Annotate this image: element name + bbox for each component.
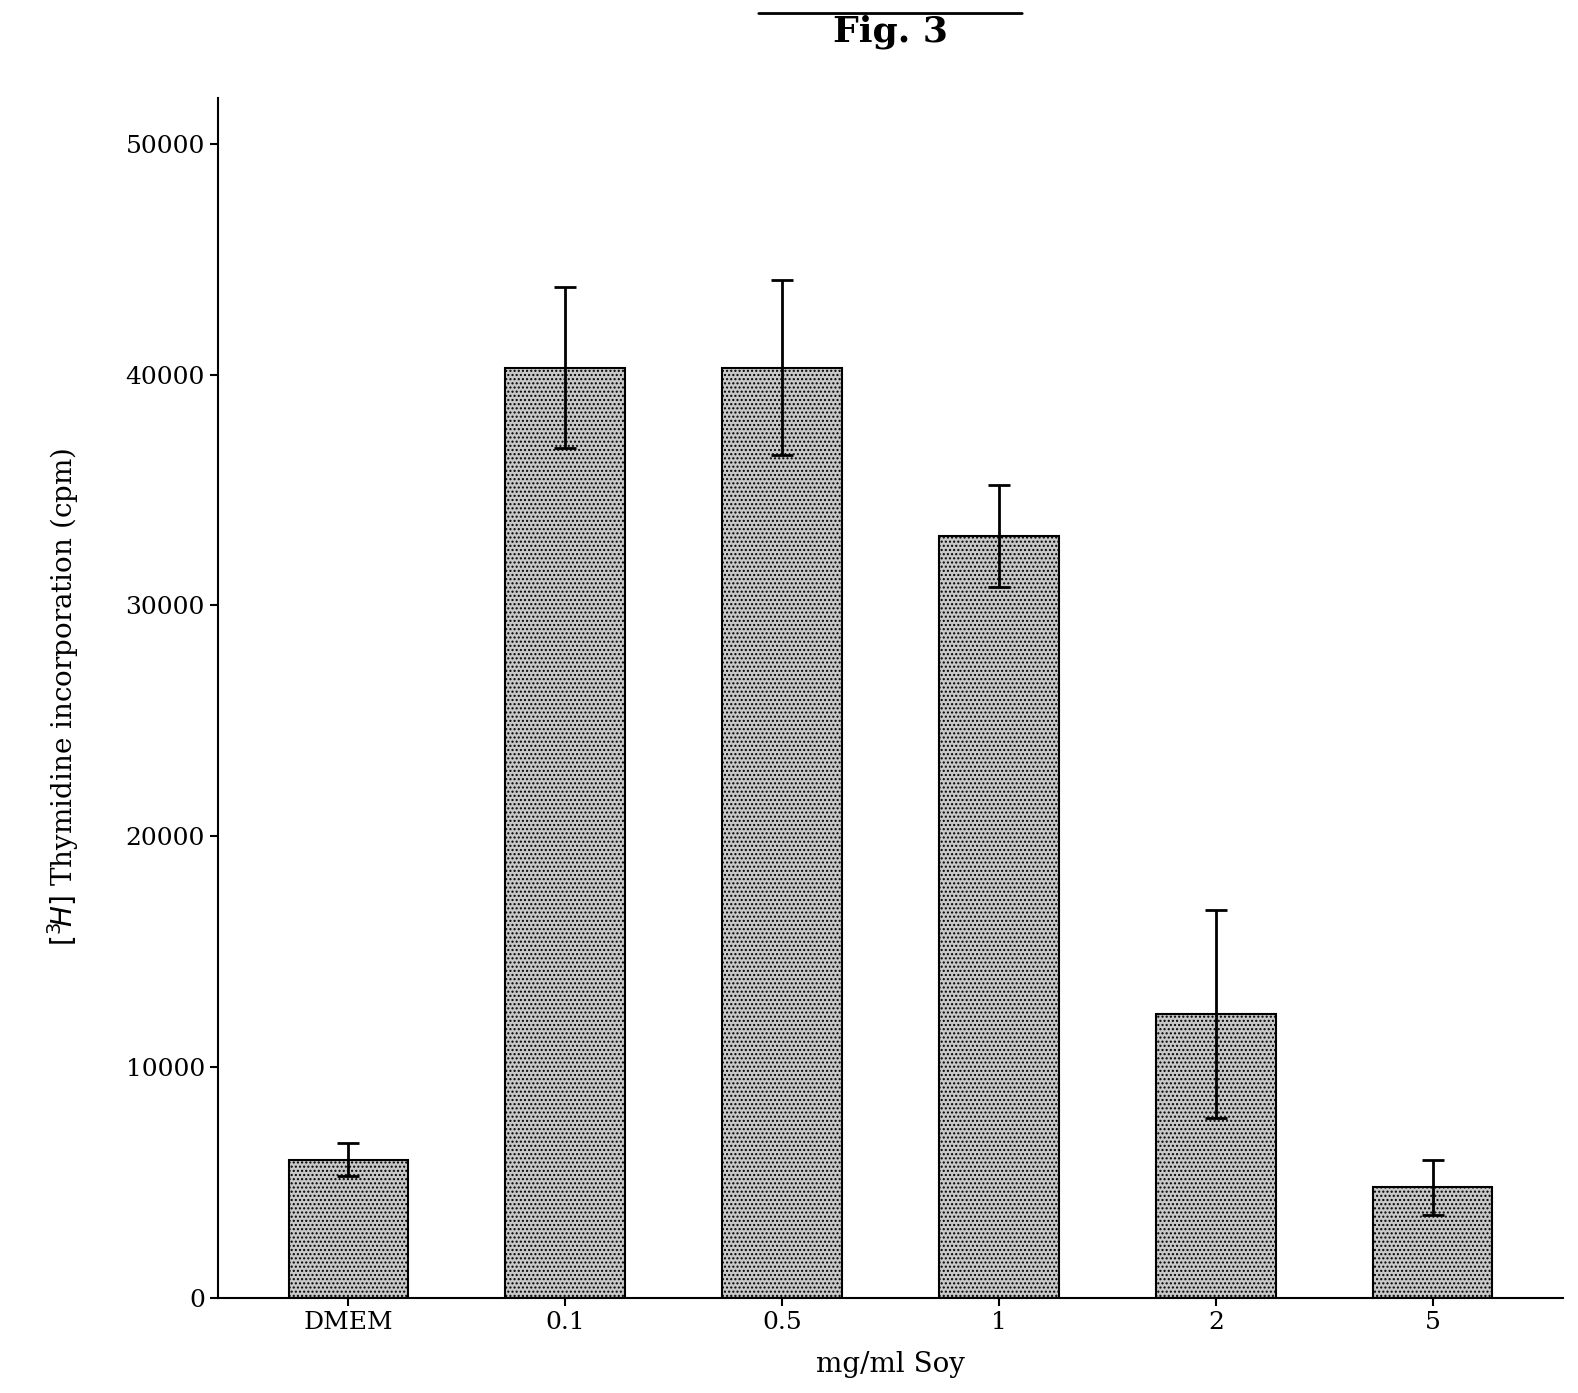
Bar <box>1157 1014 1275 1298</box>
Text: $[^3\!H]$ Thymidine incorporation (cpm): $[^3\!H]$ Thymidine incorporation (cpm) <box>46 447 80 946</box>
Bar <box>505 368 625 1298</box>
Bar <box>1373 1187 1493 1298</box>
Bar <box>723 368 841 1298</box>
X-axis label: mg/ml Soy: mg/ml Soy <box>816 1351 966 1378</box>
Title: Fig. 3: Fig. 3 <box>833 15 948 50</box>
Bar <box>289 1159 407 1298</box>
Bar <box>939 536 1059 1298</box>
